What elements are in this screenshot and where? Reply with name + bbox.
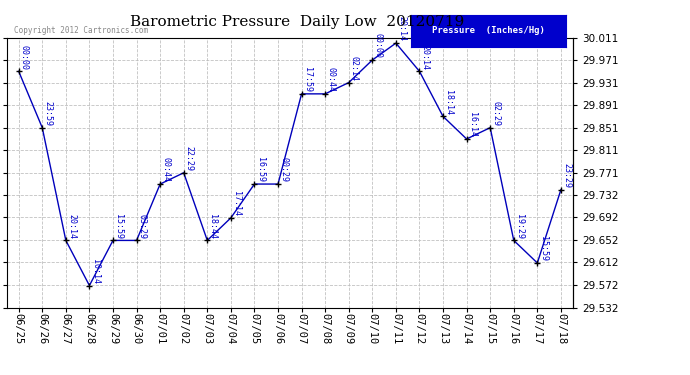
Text: Barometric Pressure  Daily Low  20120719: Barometric Pressure Daily Low 20120719 <box>130 15 464 29</box>
Text: 15:59: 15:59 <box>114 214 124 239</box>
Text: 18:14: 18:14 <box>444 90 453 115</box>
Text: 20:14: 20:14 <box>421 45 430 70</box>
Text: 00:29: 00:29 <box>279 158 288 182</box>
Text: Copyright 2012 Cartronics.com: Copyright 2012 Cartronics.com <box>14 26 148 35</box>
Text: 22:29: 22:29 <box>185 146 194 171</box>
Text: 17:14: 17:14 <box>232 191 241 216</box>
Text: 00:44: 00:44 <box>161 158 170 182</box>
Text: 23:29: 23:29 <box>562 163 571 188</box>
Text: 18:44: 18:44 <box>208 214 217 239</box>
Text: 16:59: 16:59 <box>255 158 265 182</box>
Text: 10:14: 10:14 <box>90 259 99 284</box>
Text: 16:14: 16:14 <box>468 112 477 137</box>
Text: 23:59: 23:59 <box>43 101 52 126</box>
Text: 20:14: 20:14 <box>397 16 406 42</box>
Text: 20:14: 20:14 <box>67 214 76 239</box>
Text: Pressure  (Inches/Hg): Pressure (Inches/Hg) <box>432 26 544 36</box>
Text: 03:29: 03:29 <box>138 214 147 239</box>
Text: 02:14: 02:14 <box>350 56 359 81</box>
Text: 19:29: 19:29 <box>515 214 524 239</box>
Text: 17:59: 17:59 <box>303 67 312 92</box>
Text: 00:44: 00:44 <box>326 67 335 92</box>
Text: 00:00: 00:00 <box>20 45 29 70</box>
Text: 15:59: 15:59 <box>538 236 548 261</box>
Text: 02:29: 02:29 <box>491 101 500 126</box>
Text: 00:00: 00:00 <box>373 33 382 58</box>
